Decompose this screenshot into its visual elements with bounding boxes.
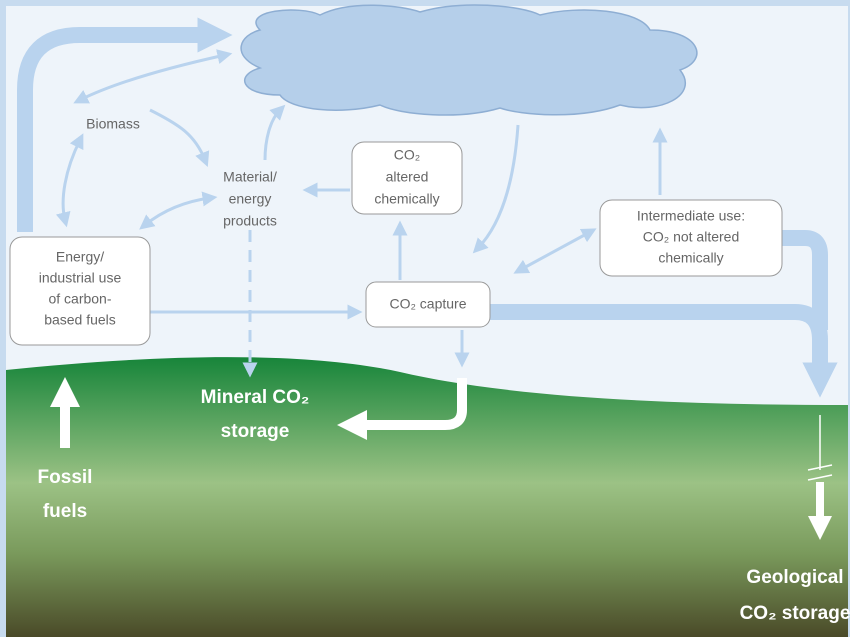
node-label: CO₂ not altered — [643, 229, 739, 245]
node-label: CO₂ capture — [389, 296, 466, 312]
node-label: Material/ — [223, 169, 277, 185]
storage-arrows — [50, 377, 833, 540]
node-box — [9, 236, 151, 346]
node-label: CO₂ storage — [740, 603, 850, 624]
node-label: Energy/ — [56, 249, 104, 265]
node-label: based fuels — [44, 312, 116, 328]
node-label: energy — [229, 191, 272, 207]
node-label: Biomass — [86, 116, 140, 132]
labels: Biomass Material/energy products CO₂ altered… — [38, 116, 850, 624]
node-label: industrial use — [39, 270, 122, 286]
node-label: fuels — [43, 501, 87, 522]
node-label: Geological — [746, 567, 843, 588]
node-box — [599, 199, 783, 277]
node-label: chemically — [374, 191, 439, 207]
node-label: Mineral CO₂ — [201, 387, 310, 408]
node-label: altered — [386, 169, 429, 185]
node-label: Intermediate use: — [637, 208, 745, 224]
node-label: Fossil — [38, 467, 93, 488]
node-label: CO₂ — [394, 147, 420, 163]
ground — [6, 357, 848, 637]
node-label: of carbon- — [48, 291, 111, 307]
flows — [17, 17, 838, 398]
node-box — [351, 141, 463, 215]
node-box — [365, 281, 491, 328]
node-label: products — [223, 213, 277, 229]
node-label: storage — [221, 421, 290, 442]
atmosphere-cloud — [240, 4, 698, 116]
node-label: chemically — [658, 250, 723, 266]
